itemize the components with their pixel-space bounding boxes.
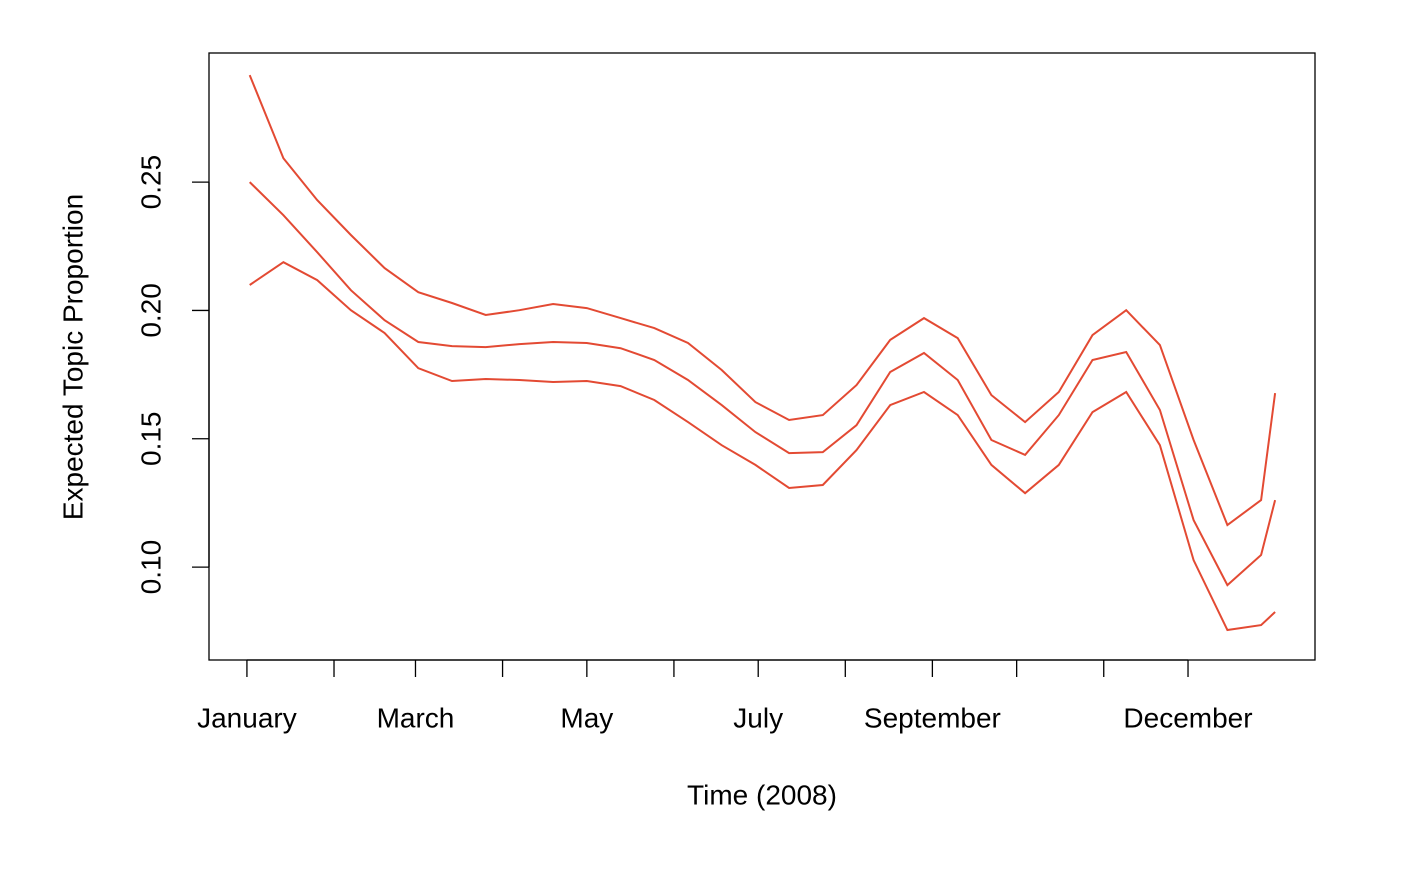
- y-tick-label: 0.20: [135, 283, 166, 338]
- x-tick-label: December: [1123, 702, 1252, 733]
- x-tick-label: January: [197, 702, 297, 733]
- x-tick-label: March: [377, 702, 455, 733]
- y-tick-label: 0.25: [135, 155, 166, 210]
- y-tick-label: 0.15: [135, 412, 166, 467]
- series-line: [249, 261, 1276, 632]
- x-tick-label: May: [560, 702, 613, 733]
- series-line: [248, 74, 1277, 527]
- x-axis-label: Time (2008): [687, 779, 837, 810]
- y-tick-label: 0.10: [135, 540, 166, 595]
- plot-box: [208, 52, 1316, 661]
- x-tick-label: September: [864, 702, 1001, 733]
- y-axis-label: Expected Topic Proportion: [57, 194, 88, 520]
- series-line: [248, 181, 1277, 587]
- x-tick-label: July: [733, 702, 783, 733]
